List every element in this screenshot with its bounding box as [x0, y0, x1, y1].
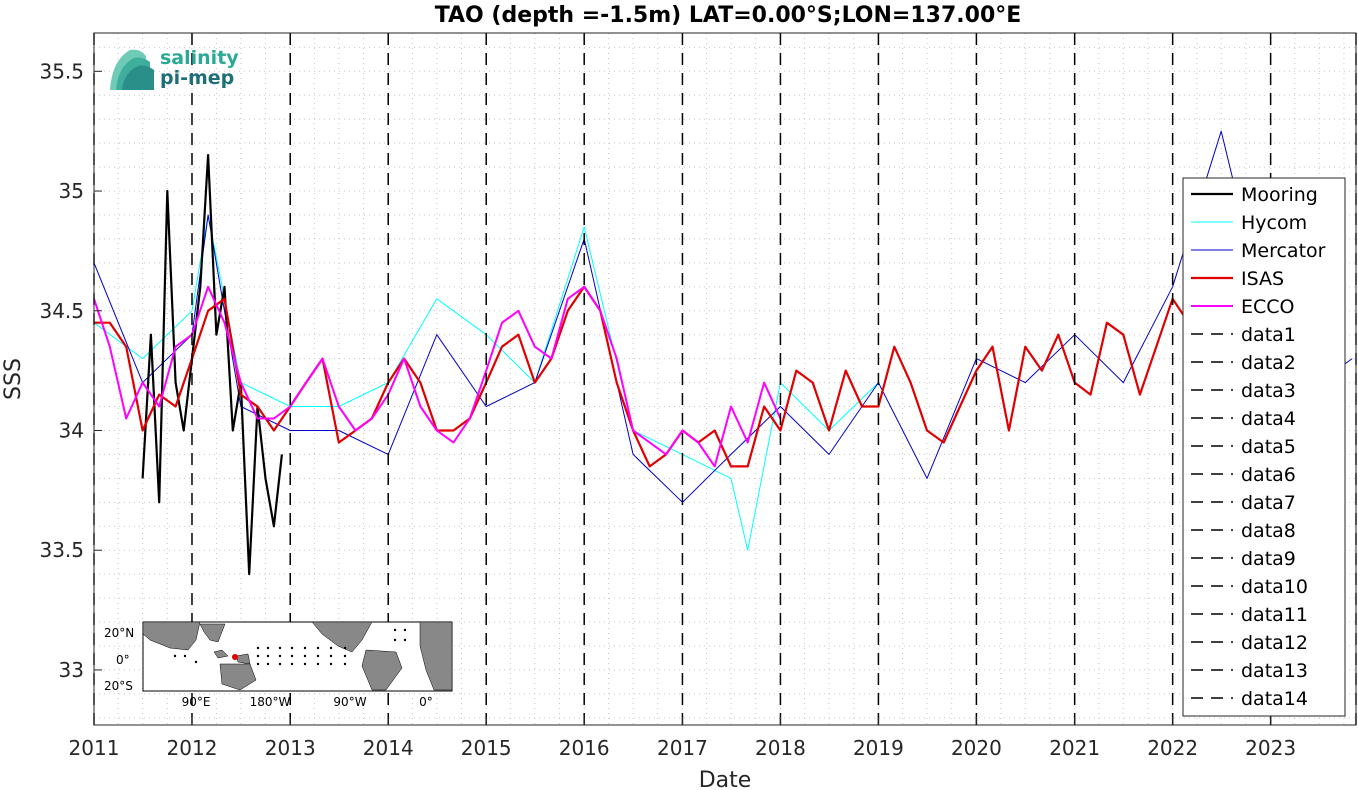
series-line-ecco: [93, 285, 782, 468]
x-tick-label: 2022: [1147, 736, 1198, 760]
x-axis-label: Date: [699, 768, 752, 790]
legend-label: Hycom: [1241, 212, 1307, 234]
series-line-isas: [94, 285, 1190, 468]
x-tick-label: 2014: [363, 736, 414, 760]
x-tick-label: 2016: [559, 736, 610, 760]
legend-box: [1182, 177, 1346, 717]
x-axis-ticks: 2011 2012 2013 2014 2015 2016 2017 2018 2019 2020…: [69, 717, 1296, 760]
inset-station-marker: [232, 654, 238, 660]
minor-grid: [93, 33, 1356, 725]
plot-frame: [93, 32, 1357, 726]
legend-label: data7: [1241, 492, 1296, 514]
x-tick-label: 2021: [1049, 736, 1100, 760]
chart-title: TAO (depth =-1.5m) LAT=0.00°S;LON=137.00…: [435, 3, 1022, 28]
legend-label: data8: [1241, 520, 1296, 542]
inset-location-map: 20°N 0° 20°S 90°E 180°W 90°W 0°: [104, 621, 453, 709]
legend-label: data3: [1241, 380, 1296, 402]
y-tick-label: 34: [59, 418, 84, 442]
legend-label: data10: [1241, 576, 1308, 598]
legend-label: data2: [1241, 352, 1296, 374]
inset-xtick-0: 0°: [419, 695, 433, 709]
inset-ytick-20n: 20°N: [104, 626, 134, 640]
x-tick-label: 2017: [657, 736, 708, 760]
legend: Mooring Hycom Mercator ISAS ECCO data1 data2 da…: [1182, 177, 1346, 717]
legend-label: data4: [1241, 408, 1296, 430]
legend-label: data9: [1241, 548, 1296, 570]
x-tick-label: 2013: [265, 736, 316, 760]
legend-label: data1: [1241, 324, 1296, 346]
y-axis-ticks: 33 33.5 34 34.5 35 35.5: [39, 59, 102, 682]
y-tick-label: 34.5: [39, 299, 84, 323]
legend-label: data6: [1241, 464, 1296, 486]
legend-label: ISAS: [1241, 268, 1284, 290]
legend-label: data13: [1241, 660, 1308, 682]
legend-label: data12: [1241, 632, 1308, 654]
x-tick-label: 2023: [1245, 736, 1296, 760]
x-tick-label: 2020: [951, 736, 1002, 760]
plot-area: [94, 33, 1356, 725]
legend-label: data5: [1241, 436, 1296, 458]
x-tick-label: 2015: [461, 736, 512, 760]
inset-xtick-90e: 90°E: [182, 695, 211, 709]
legend-label: Mooring: [1241, 184, 1318, 206]
legend-label: ECCO: [1241, 296, 1295, 318]
x-tick-label: 2019: [853, 736, 904, 760]
logo-line2: pi-mep: [160, 67, 234, 89]
inset-xtick-180w: 180°W: [250, 695, 291, 709]
inset-mooring-dots: [173, 628, 407, 666]
logo-line1: salinity: [160, 47, 239, 69]
x-tick-label: 2012: [167, 736, 218, 760]
legend-label: data11: [1241, 604, 1308, 626]
y-tick-label: 35: [59, 179, 84, 203]
salinity-pi-mep-logo: salinity pi-mep: [110, 47, 239, 90]
y-tick-label: 33.5: [39, 538, 84, 562]
legend-label: data14: [1241, 688, 1308, 710]
inset-xtick-90w: 90°W: [333, 695, 366, 709]
y-axis-label: SSS: [1, 358, 26, 400]
logo-waves-icon: [110, 49, 154, 90]
x-tick-label: 2018: [755, 736, 806, 760]
inset-ytick-0: 0°: [116, 653, 130, 667]
legend-label: Mercator: [1241, 240, 1326, 262]
y-tick-label: 35.5: [39, 59, 84, 83]
inset-ytick-20s: 20°S: [104, 679, 133, 693]
inset-landmasses: [142, 621, 453, 691]
x-tick-label: 2011: [69, 736, 120, 760]
y-tick-label: 33: [59, 658, 84, 682]
